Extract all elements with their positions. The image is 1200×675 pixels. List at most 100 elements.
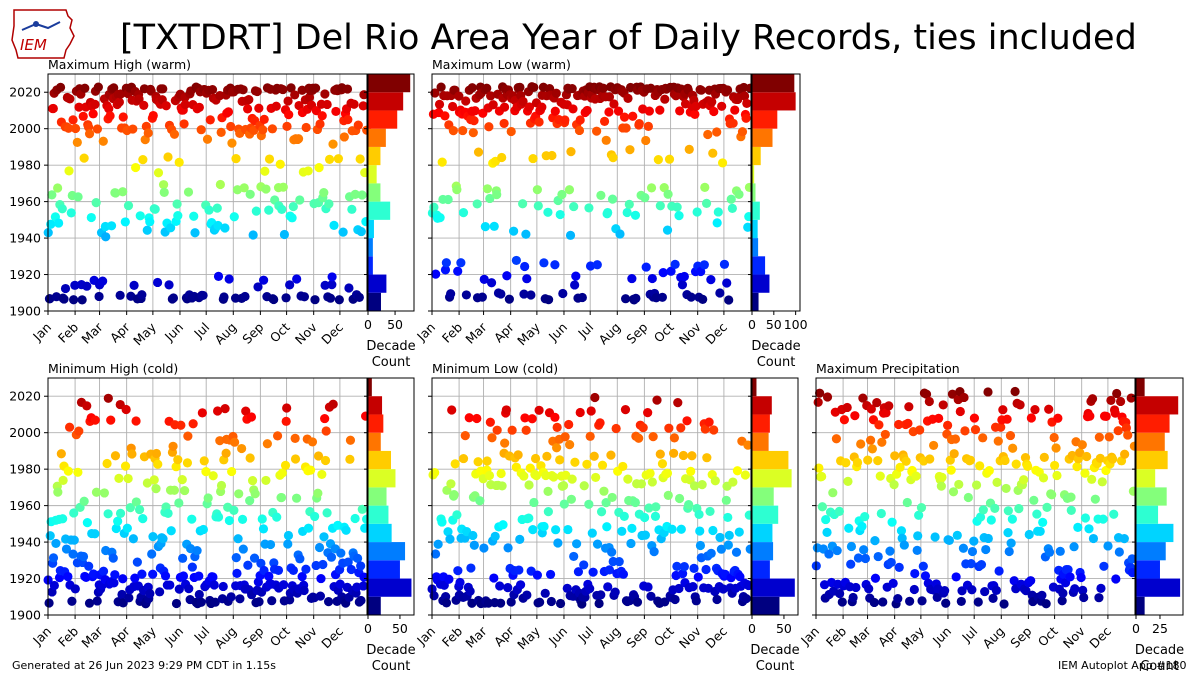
record-point xyxy=(1044,404,1054,414)
record-point xyxy=(734,189,744,200)
record-point xyxy=(99,488,110,498)
record-point xyxy=(727,203,737,213)
record-point xyxy=(290,90,300,100)
record-point xyxy=(704,417,714,427)
record-point xyxy=(701,198,712,208)
record-point xyxy=(1095,453,1105,463)
record-point xyxy=(981,544,991,555)
record-point xyxy=(618,461,628,472)
record-point xyxy=(139,100,149,111)
record-point xyxy=(1070,584,1080,594)
y-tick-label: 1920 xyxy=(9,267,41,282)
record-point xyxy=(282,403,292,413)
histogram-axis-label: Decade xyxy=(1135,643,1184,658)
record-point xyxy=(134,504,145,515)
record-point xyxy=(153,168,164,178)
record-point xyxy=(199,456,209,466)
month-label: Oct xyxy=(1035,623,1061,649)
record-point xyxy=(529,82,539,93)
month-label: Mar xyxy=(462,319,490,347)
record-point xyxy=(992,477,1002,487)
record-point xyxy=(700,424,710,434)
record-point xyxy=(674,211,684,221)
record-point xyxy=(951,572,961,582)
record-point xyxy=(272,512,282,522)
record-point xyxy=(192,546,202,556)
record-point xyxy=(57,204,67,214)
decade-bar xyxy=(752,256,766,275)
record-point xyxy=(1096,583,1106,593)
record-point xyxy=(453,266,463,276)
record-point xyxy=(304,92,315,102)
record-point xyxy=(290,433,300,443)
record-point xyxy=(694,509,704,520)
record-point xyxy=(1001,483,1011,494)
decade-bar xyxy=(368,274,387,293)
record-point xyxy=(708,148,718,158)
record-point xyxy=(338,227,348,237)
record-point xyxy=(151,484,161,494)
record-point xyxy=(335,579,345,589)
record-point xyxy=(145,217,155,227)
record-point xyxy=(496,468,506,479)
record-point xyxy=(631,293,641,303)
record-point xyxy=(975,461,985,471)
record-point xyxy=(118,112,128,122)
record-point xyxy=(317,111,327,121)
record-point xyxy=(518,199,528,209)
decade-bar xyxy=(368,414,384,433)
record-point xyxy=(90,415,100,425)
record-point xyxy=(568,104,578,114)
record-point xyxy=(889,480,899,490)
record-point xyxy=(860,553,871,564)
record-point xyxy=(67,596,77,606)
record-point xyxy=(1090,494,1100,504)
record-point xyxy=(458,208,469,218)
record-point xyxy=(328,399,338,409)
record-point xyxy=(472,413,482,424)
record-point xyxy=(169,129,180,139)
record-point xyxy=(440,111,450,121)
count-tick-label: 50 xyxy=(392,621,408,636)
record-point xyxy=(448,101,458,112)
record-point xyxy=(455,577,465,588)
record-point xyxy=(687,451,697,461)
panel-title: Minimum High (cold) xyxy=(48,361,178,376)
record-point xyxy=(117,589,127,600)
record-point xyxy=(575,115,585,125)
record-point xyxy=(347,204,357,214)
decade-bar xyxy=(752,505,779,524)
month-label: Dec xyxy=(702,623,730,651)
count-tick-label: 50 xyxy=(776,621,792,636)
record-point xyxy=(690,109,700,120)
record-point xyxy=(106,221,117,231)
decade-bar xyxy=(368,396,383,415)
record-point xyxy=(327,272,337,282)
record-point xyxy=(723,512,733,523)
record-point xyxy=(956,596,966,607)
record-point xyxy=(684,144,694,154)
record-point xyxy=(88,109,98,119)
record-point xyxy=(51,538,61,549)
record-point xyxy=(696,85,706,95)
record-point xyxy=(946,465,956,475)
record-point xyxy=(967,585,977,595)
decade-bar xyxy=(1136,378,1145,397)
record-point xyxy=(994,566,1004,576)
month-label: Mar xyxy=(78,623,106,651)
record-point xyxy=(887,517,897,527)
record-point xyxy=(1047,490,1057,500)
y-tick-label: 1900 xyxy=(9,608,41,623)
record-point xyxy=(92,596,102,606)
record-point xyxy=(448,126,458,136)
decade-bar xyxy=(752,432,769,451)
record-point xyxy=(137,569,147,579)
record-point xyxy=(205,115,215,125)
decade-bar xyxy=(1136,396,1179,415)
record-point xyxy=(155,587,165,597)
record-point xyxy=(560,115,570,125)
record-point xyxy=(570,457,580,467)
count-tick-label: 100 xyxy=(784,317,808,332)
record-point xyxy=(667,524,677,534)
record-point xyxy=(1072,462,1082,472)
